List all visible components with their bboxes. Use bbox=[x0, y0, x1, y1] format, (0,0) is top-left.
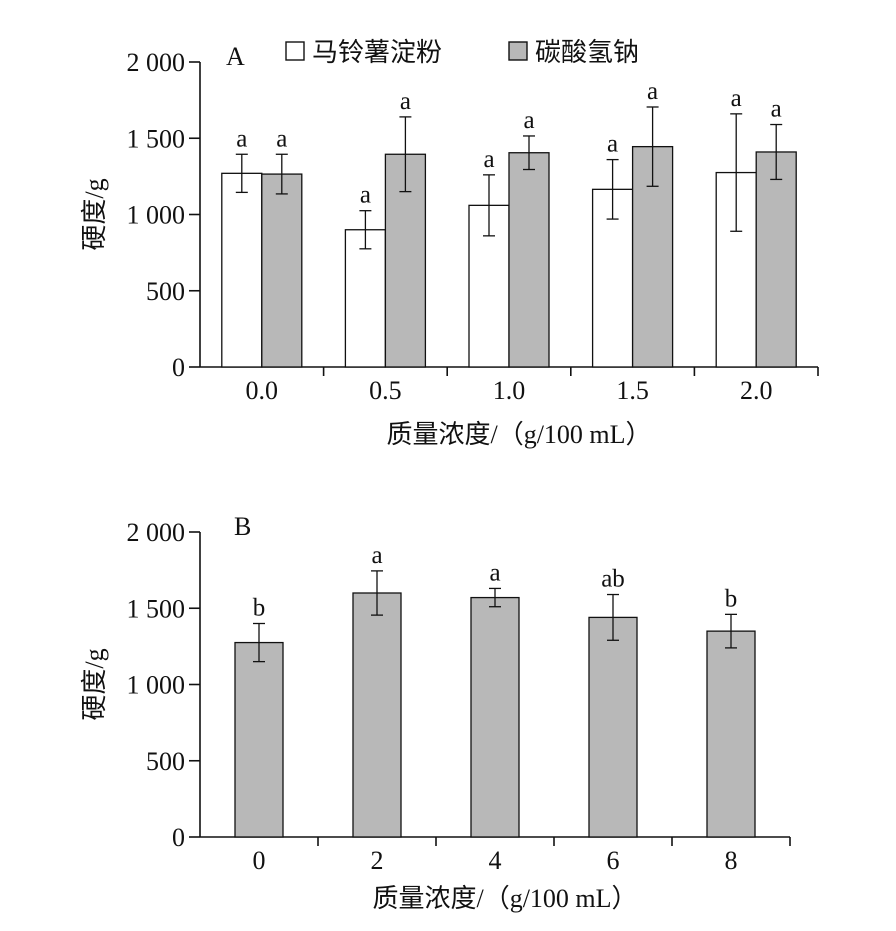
y-tick-label: 1 000 bbox=[127, 671, 186, 700]
bar bbox=[234, 641, 284, 838]
y-tick-label: 0 bbox=[172, 353, 185, 382]
x-axis-label: 质量浓度/（g/100 mL） bbox=[372, 884, 637, 913]
panel-label: B bbox=[234, 512, 251, 541]
x-tick-label: 2.0 bbox=[740, 376, 773, 405]
significance-letter: a bbox=[371, 542, 382, 569]
chart-panel-b: 0 500 1 000 1 500 2 000 0 2 4 6 8 b a a ab b B 质量浓度/（g/1… bbox=[80, 512, 791, 913]
significance-letter: ab bbox=[601, 566, 625, 593]
legend-swatch bbox=[285, 41, 305, 61]
bar bbox=[352, 592, 402, 838]
legend-label: 碳酸氢钠 bbox=[535, 38, 639, 67]
legend: 马铃薯淀粉 碳酸氢钠 bbox=[285, 38, 639, 67]
y-tick-label: 1 500 bbox=[127, 594, 186, 623]
x-tick-label: 0.0 bbox=[246, 376, 279, 405]
y-axis-label: 硬度/g bbox=[80, 648, 109, 720]
x-tick-label: 1.0 bbox=[493, 376, 526, 405]
x-tick-label: 8 bbox=[725, 846, 738, 875]
significance-letter: a bbox=[731, 85, 742, 112]
x-tick-label: 0 bbox=[253, 846, 266, 875]
significance-letter: a bbox=[400, 88, 411, 115]
significance-letter: a bbox=[483, 146, 494, 173]
x-tick-label: 2 bbox=[371, 846, 384, 875]
bar bbox=[344, 229, 387, 368]
bar bbox=[755, 151, 797, 368]
panel-label: A bbox=[226, 42, 245, 71]
bar bbox=[706, 630, 756, 838]
legend-label: 马铃薯淀粉 bbox=[312, 38, 442, 67]
bar bbox=[470, 596, 520, 838]
y-tick-label: 500 bbox=[146, 747, 185, 776]
significance-letter: a bbox=[360, 182, 371, 209]
x-tick-label: 4 bbox=[489, 846, 502, 875]
significance-letter: a bbox=[647, 78, 658, 105]
significance-letter: a bbox=[276, 125, 287, 152]
x-tick-label: 6 bbox=[607, 846, 620, 875]
significance-letter: b bbox=[725, 585, 738, 612]
y-tick-label: 0 bbox=[172, 823, 185, 852]
bar bbox=[221, 172, 263, 368]
bar bbox=[508, 152, 550, 368]
y-tick-label: 500 bbox=[146, 277, 185, 306]
y-tick-label: 1 000 bbox=[127, 201, 186, 230]
x-tick-label: 1.5 bbox=[616, 376, 649, 405]
significance-letter: b bbox=[253, 595, 266, 622]
chart-panel-a: 0 500 1 000 1 500 2 000 0.0 0.5 1.0 1.5 2.0 a a a a a a… bbox=[80, 38, 819, 449]
bar bbox=[588, 616, 638, 838]
y-tick-label: 2 000 bbox=[127, 48, 186, 77]
significance-letter: a bbox=[523, 107, 534, 134]
legend-swatch bbox=[508, 41, 528, 61]
significance-letter: a bbox=[771, 96, 782, 123]
significance-letter: a bbox=[236, 125, 247, 152]
y-axis-label: 硬度/g bbox=[80, 178, 109, 250]
y-tick-label: 2 000 bbox=[127, 518, 186, 547]
x-tick-label: 0.5 bbox=[369, 376, 402, 405]
bar bbox=[261, 173, 303, 368]
significance-letter: a bbox=[607, 131, 618, 158]
significance-letter: a bbox=[489, 559, 500, 586]
x-axis-label: 质量浓度/（g/100 mL） bbox=[386, 420, 651, 449]
y-tick-label: 1 500 bbox=[127, 124, 186, 153]
